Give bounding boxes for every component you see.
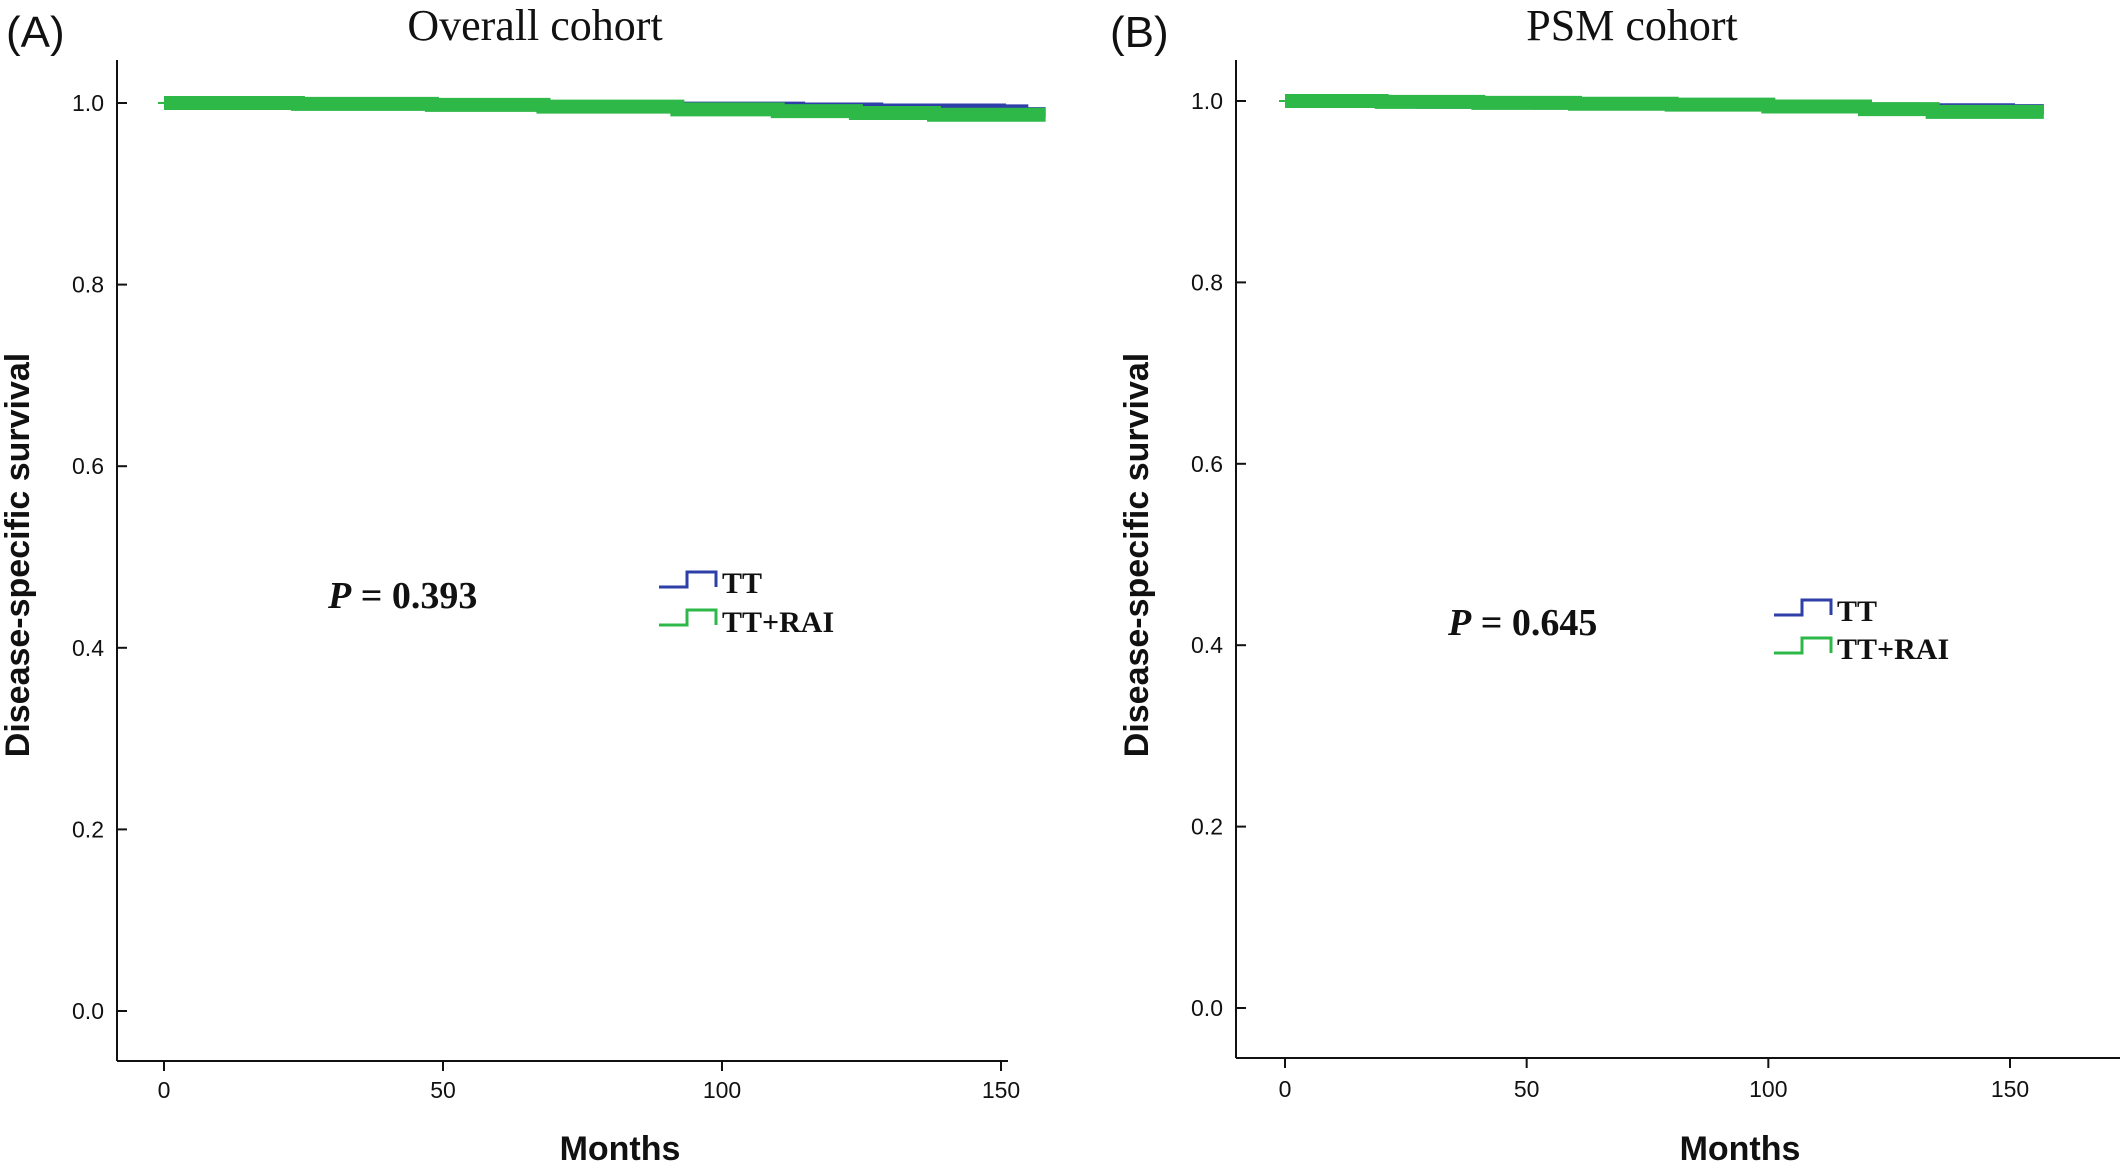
panel-a-y-tick-label: 1.0 bbox=[72, 90, 104, 116]
panel-a-y-tick-label: 0.4 bbox=[72, 635, 104, 661]
panel-b-legend: TT TT+RAI bbox=[1774, 595, 1949, 666]
panel-a-title: Overall cohort bbox=[407, 1, 662, 50]
panel-b-x-tick-label: 50 bbox=[1514, 1076, 1540, 1102]
panel-b-y-tick-label: 0.4 bbox=[1191, 632, 1223, 658]
panel-a-series-tt-rai-line bbox=[164, 96, 1046, 122]
panel-a-y-tick-label: 0.6 bbox=[72, 453, 104, 479]
panel-b-y-tick-label: 0.8 bbox=[1191, 269, 1223, 295]
panel-b: (B) PSM cohort 0.0 0.2 0.4 0.6 0.8 1.0 0 50 100… bbox=[1110, 1, 2120, 1165]
panel-b-x-tick-label: 100 bbox=[1749, 1076, 1787, 1102]
panel-b-title: PSM cohort bbox=[1526, 1, 1737, 50]
panel-a-p-letter: P bbox=[327, 575, 352, 617]
panel-b-y-ticks: 0.0 0.2 0.4 0.6 0.8 1.0 bbox=[1191, 88, 1246, 1021]
panel-a-y-ticks: 0.0 0.2 0.4 0.6 0.8 1.0 bbox=[72, 90, 127, 1024]
panel-b-series-tt-rai-line bbox=[1285, 94, 2044, 119]
panel-a-p-number: = 0.393 bbox=[351, 575, 477, 617]
panel-b-series bbox=[1279, 94, 2044, 119]
panel-b-legend-tt-rai-swatch bbox=[1774, 636, 1833, 655]
panel-a-p-value: P = 0.393 bbox=[327, 575, 477, 617]
panel-a-legend-tt-label: TT bbox=[722, 567, 762, 600]
panel-a-x-tick-label: 100 bbox=[703, 1077, 741, 1103]
panel-b-x-tick-label: 150 bbox=[1991, 1076, 2029, 1102]
panel-a-series bbox=[158, 96, 1046, 122]
panel-a-legend-tt-rai-swatch bbox=[659, 608, 718, 627]
panel-b-p-letter: P bbox=[1447, 602, 1472, 644]
panel-b-x-tick-label: 0 bbox=[1279, 1076, 1292, 1102]
panel-b-label: (B) bbox=[1110, 8, 1169, 57]
panel-a-x-tick-label: 0 bbox=[158, 1077, 171, 1103]
panel-a-x-ticks: 0 50 100 150 bbox=[158, 1061, 1020, 1103]
panel-b-legend-tt-rai-label: TT+RAI bbox=[1837, 633, 1949, 666]
panel-a-legend-tt-rai-label: TT+RAI bbox=[722, 606, 834, 639]
panel-b-p-value: P = 0.645 bbox=[1447, 602, 1597, 644]
panel-b-p-number: = 0.645 bbox=[1471, 602, 1597, 644]
panel-a-y-axis-title: Disease-specific survival bbox=[0, 353, 37, 757]
panel-b-x-ticks: 0 50 100 150 bbox=[1279, 1058, 2029, 1102]
panel-b-legend-tt-swatch bbox=[1774, 598, 1833, 617]
panel-b-legend-tt-label: TT bbox=[1837, 595, 1877, 628]
panel-b-x-axis-title: Months bbox=[1680, 1130, 1801, 1165]
panel-a-legend-tt-swatch bbox=[659, 570, 718, 589]
panel-a-y-tick-label: 0.8 bbox=[72, 272, 104, 298]
panel-b-y-axis-title: Disease-specific survival bbox=[1118, 353, 1156, 757]
panel-b-y-tick-label: 1.0 bbox=[1191, 88, 1223, 114]
panel-a-x-tick-label: 150 bbox=[982, 1077, 1020, 1103]
panel-a-label: (A) bbox=[6, 8, 65, 57]
panel-a-x-axis-title: Months bbox=[560, 1130, 681, 1165]
panel-a-x-tick-label: 50 bbox=[430, 1077, 456, 1103]
panel-a-y-tick-label: 0.2 bbox=[72, 816, 104, 842]
panel-a-legend: TT TT+RAI bbox=[659, 567, 834, 639]
panel-b-y-tick-label: 0.0 bbox=[1191, 995, 1223, 1021]
panel-a-y-tick-label: 0.0 bbox=[72, 998, 104, 1024]
panel-b-y-tick-label: 0.6 bbox=[1191, 451, 1223, 477]
panel-b-y-tick-label: 0.2 bbox=[1191, 814, 1223, 840]
panel-a: (A) Overall cohort 0.0 0.2 0.4 0.6 0.8 1.0 0 5… bbox=[0, 1, 1046, 1165]
